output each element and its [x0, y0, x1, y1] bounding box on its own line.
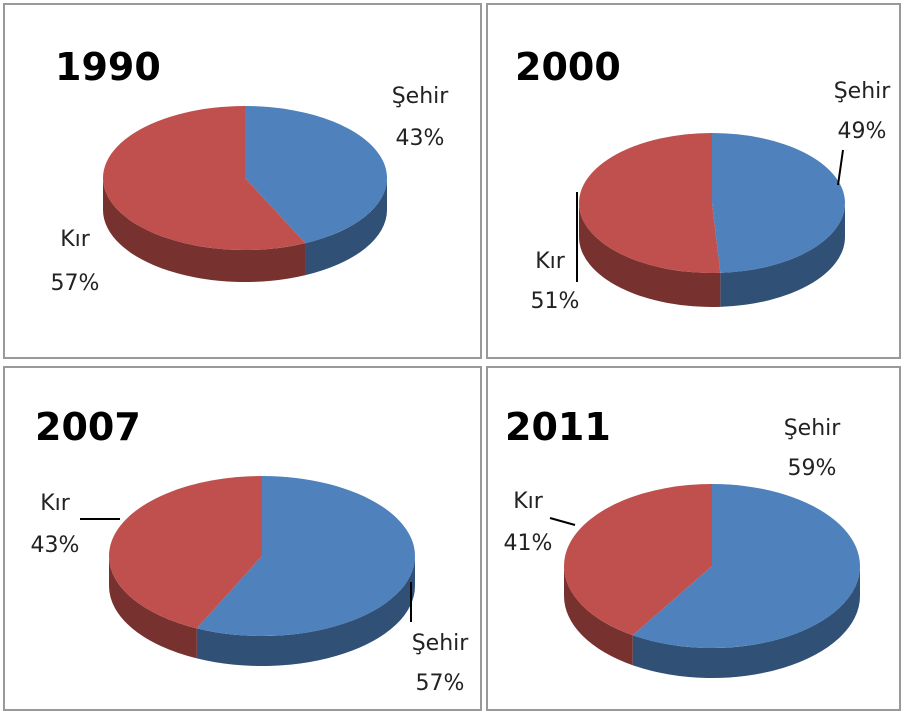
pie-side [305, 178, 387, 276]
leader-line [837, 149, 844, 186]
pie-slice [103, 106, 306, 250]
value-label: 43% [396, 126, 445, 151]
category-label: Şehir [392, 84, 450, 109]
pie-slice [563, 484, 712, 636]
pie-slice [245, 106, 388, 244]
chart-title: 1990 [55, 45, 161, 89]
value-label: 43% [31, 533, 80, 558]
leader-line [549, 517, 576, 526]
pie-slice [109, 476, 262, 629]
value-label: 57% [51, 271, 100, 296]
pie-side [632, 566, 861, 678]
category-label: Kır [40, 491, 71, 516]
chart-title: 2011 [505, 405, 611, 449]
category-label: Şehir [412, 631, 470, 656]
value-label: 57% [416, 671, 465, 696]
pie-side [564, 566, 633, 666]
chart-title: 2000 [515, 45, 621, 89]
pie-slice [632, 484, 860, 648]
pie-side [579, 203, 721, 308]
pie-side [103, 178, 306, 282]
category-label: Kır [513, 489, 544, 514]
value-label: 59% [788, 456, 837, 481]
pie-slice [712, 133, 846, 273]
pie-slice [196, 476, 416, 636]
category-label: Şehir [784, 416, 842, 441]
value-label: 51% [531, 289, 580, 314]
category-label: Kır [60, 227, 91, 252]
chart-title: 2007 [35, 405, 141, 449]
pie-slice [579, 133, 721, 273]
pie-side [109, 556, 197, 659]
category-label: Şehir [834, 79, 892, 104]
value-label: 49% [838, 119, 887, 144]
pie-side [196, 556, 415, 666]
value-label: 41% [504, 531, 553, 556]
pie-side [720, 203, 845, 307]
category-label: Kır [535, 249, 566, 274]
